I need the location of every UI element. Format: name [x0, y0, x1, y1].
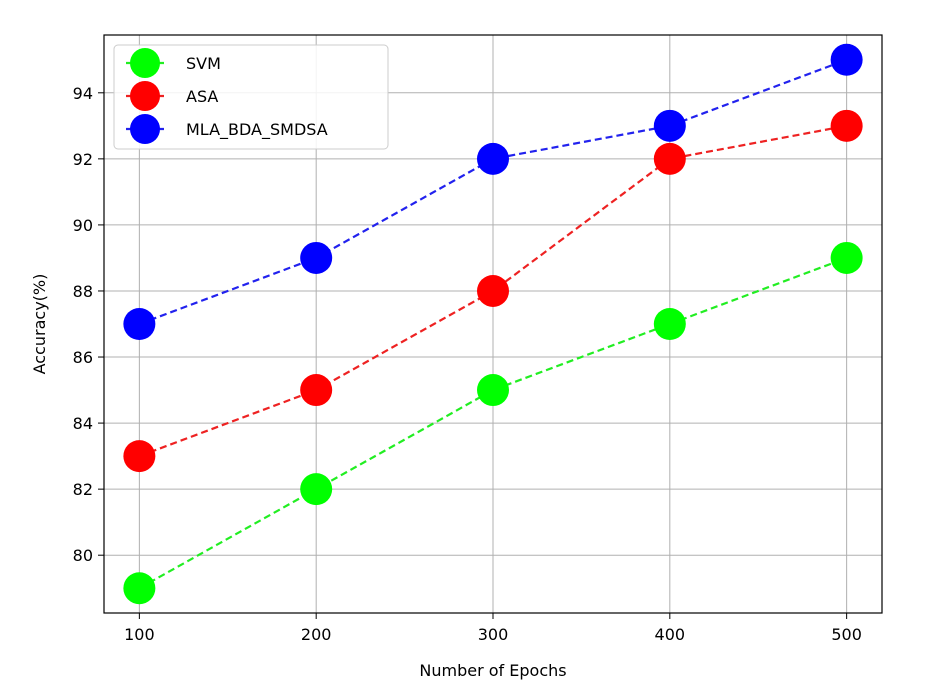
legend-marker — [130, 114, 160, 144]
x-tick-label: 400 — [655, 625, 686, 644]
legend-item-asa: ASA — [126, 81, 218, 111]
series-layer — [123, 43, 863, 605]
legend-label: MLA_BDA_SMDSA — [186, 120, 328, 140]
y-tick-label: 80 — [73, 546, 93, 565]
x-tick-label: 500 — [831, 625, 862, 644]
x-tick-label: 300 — [478, 625, 509, 644]
y-tick-label: 86 — [73, 348, 93, 367]
data-point-mla-bda-smdsa — [123, 308, 156, 340]
y-tick-label: 94 — [73, 84, 93, 103]
data-point-asa — [653, 142, 686, 175]
legend-box — [113, 44, 389, 150]
series-mla-bda-smdsa — [123, 43, 863, 340]
legend-marker — [130, 48, 160, 78]
legend-marker — [130, 81, 160, 111]
series-asa — [123, 109, 863, 473]
series-svm — [123, 241, 863, 605]
data-point-mla-bda-smdsa — [300, 241, 333, 274]
legend-label: ASA — [186, 87, 218, 106]
data-point-mla-bda-smdsa — [830, 43, 863, 76]
data-point-svm — [830, 241, 863, 274]
data-point-asa — [477, 274, 509, 307]
y-tick-label: 90 — [73, 216, 93, 235]
data-point-svm — [653, 308, 686, 340]
data-point-mla-bda-smdsa — [477, 142, 509, 175]
data-point-svm — [300, 473, 333, 506]
x-tick-label: 200 — [301, 625, 332, 644]
data-point-svm — [477, 374, 509, 407]
x-tick-label: 100 — [124, 625, 155, 644]
y-axis-ticks: 80 82 84 86 88 90 92 94 — [73, 84, 104, 565]
x-axis-label: Number of Epochs — [419, 661, 566, 680]
x-axis-ticks: 100 200 300 400 500 — [124, 613, 862, 644]
data-point-asa — [830, 109, 863, 142]
series-line-svm — [138, 256, 848, 590]
y-axis-label: Accuracy(%) — [30, 274, 49, 375]
y-tick-label: 82 — [73, 480, 93, 499]
legend-item-svm: SVM — [126, 48, 221, 78]
legend-label: SVM — [186, 54, 221, 73]
data-point-svm — [123, 572, 156, 605]
data-point-asa — [300, 374, 333, 407]
y-tick-label: 88 — [73, 282, 93, 301]
data-point-asa — [123, 440, 156, 473]
legend: SVM ASA MLA_BDA_SMDSA — [113, 44, 389, 150]
y-tick-label: 92 — [73, 150, 93, 169]
data-point-mla-bda-smdsa — [653, 109, 686, 142]
y-tick-label: 84 — [73, 414, 93, 433]
legend-item-mla-bda-smdsa: MLA_BDA_SMDSA — [126, 114, 328, 144]
